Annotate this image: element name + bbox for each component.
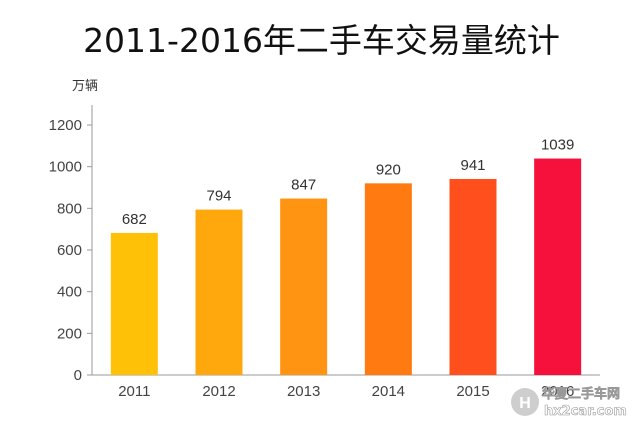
y-tick-label: 1000 (49, 159, 82, 176)
data-label-2015: 941 (460, 157, 485, 174)
y-axis-unit-label: 万辆 (72, 79, 98, 94)
x-tick-label-2011: 2011 (118, 383, 150, 400)
watermark-logo-glyph: H (519, 395, 531, 412)
x-tick-label-2012: 2012 (202, 383, 235, 400)
y-tick-label: 200 (57, 325, 82, 342)
watermark-line2: hx2car.com (544, 404, 627, 419)
y-ticks: 0 200 400 600 800 1000 1200 (49, 117, 92, 384)
y-tick-label: 400 (57, 284, 82, 301)
y-tick-label: 800 (57, 200, 82, 217)
watermark-line1: 华夏二手车网 (542, 386, 620, 402)
x-ticks: 2011 2012 2013 2014 2015 2016 (118, 383, 574, 400)
data-labels: 682 794 847 920 941 1039 (122, 137, 575, 228)
bar-2014 (364, 183, 412, 375)
watermark-logo-icon (511, 388, 539, 416)
bar-2013 (280, 198, 328, 375)
x-tick-label-2014: 2014 (372, 383, 405, 400)
y-tick-label: 0 (74, 367, 82, 384)
data-label-2016: 1039 (541, 137, 574, 154)
data-label-2011: 682 (122, 211, 147, 228)
bar-2011 (110, 232, 158, 375)
watermark: H 华夏二手车网 hx2car.com (511, 386, 627, 419)
x-tick-label-2015: 2015 (456, 383, 489, 400)
y-tick-label: 600 (57, 242, 82, 259)
bars (110, 158, 582, 375)
data-label-2012: 794 (206, 188, 231, 205)
bar-2016 (534, 158, 582, 375)
data-label-2014: 920 (376, 161, 401, 178)
data-label-2013: 847 (291, 177, 316, 194)
x-tick-label-2016: 2016 (541, 383, 574, 400)
bar-2012 (195, 209, 243, 375)
chart-title: 2011-2016年二手车交易量统计 (83, 21, 560, 60)
x-tick-label-2013: 2013 (287, 383, 320, 400)
y-tick-label: 1200 (49, 117, 82, 134)
bar-2015 (449, 178, 497, 375)
